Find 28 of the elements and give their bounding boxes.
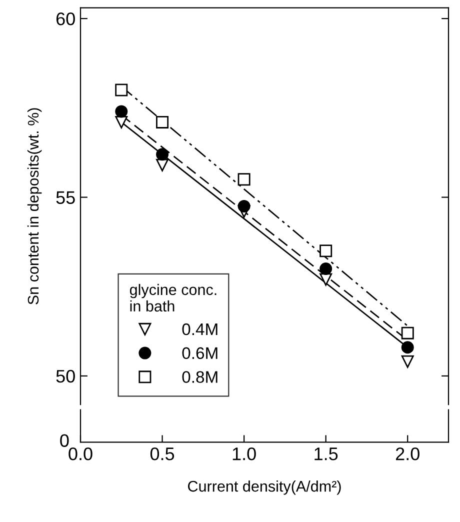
legend-label: 0.8M — [182, 371, 218, 383]
y-tick-label: 60 — [56, 12, 75, 26]
x-tick-label: 0.5 — [150, 447, 174, 460]
x-tick-label: 1.0 — [232, 447, 256, 460]
y-tick-label: 50 — [56, 370, 75, 383]
point — [320, 262, 332, 275]
point — [115, 84, 128, 96]
point — [156, 148, 169, 161]
point — [156, 116, 169, 128]
point — [401, 341, 414, 354]
point — [115, 116, 128, 128]
point — [320, 244, 332, 258]
x-tick-label: 0.0 — [68, 447, 92, 460]
x-tick-label: 2.0 — [396, 447, 420, 460]
text: 0 — [60, 434, 69, 447]
y-axis-title: Sn content in deposits(wt. %) — [27, 108, 42, 304]
point — [401, 355, 414, 368]
legend-title: glycine conc. in bath — [130, 284, 216, 312]
point — [320, 273, 332, 286]
legend-label: 0.6M — [182, 347, 218, 360]
point — [238, 200, 250, 212]
x-axis-title: Current density(A/dm²) — [188, 480, 341, 495]
legend-label: 0.4M — [182, 323, 218, 336]
y-tick-label: 55 — [56, 191, 75, 204]
point — [238, 173, 250, 186]
point — [401, 326, 414, 340]
point — [115, 105, 128, 118]
x-tick-label: 1.5 — [314, 448, 338, 460]
